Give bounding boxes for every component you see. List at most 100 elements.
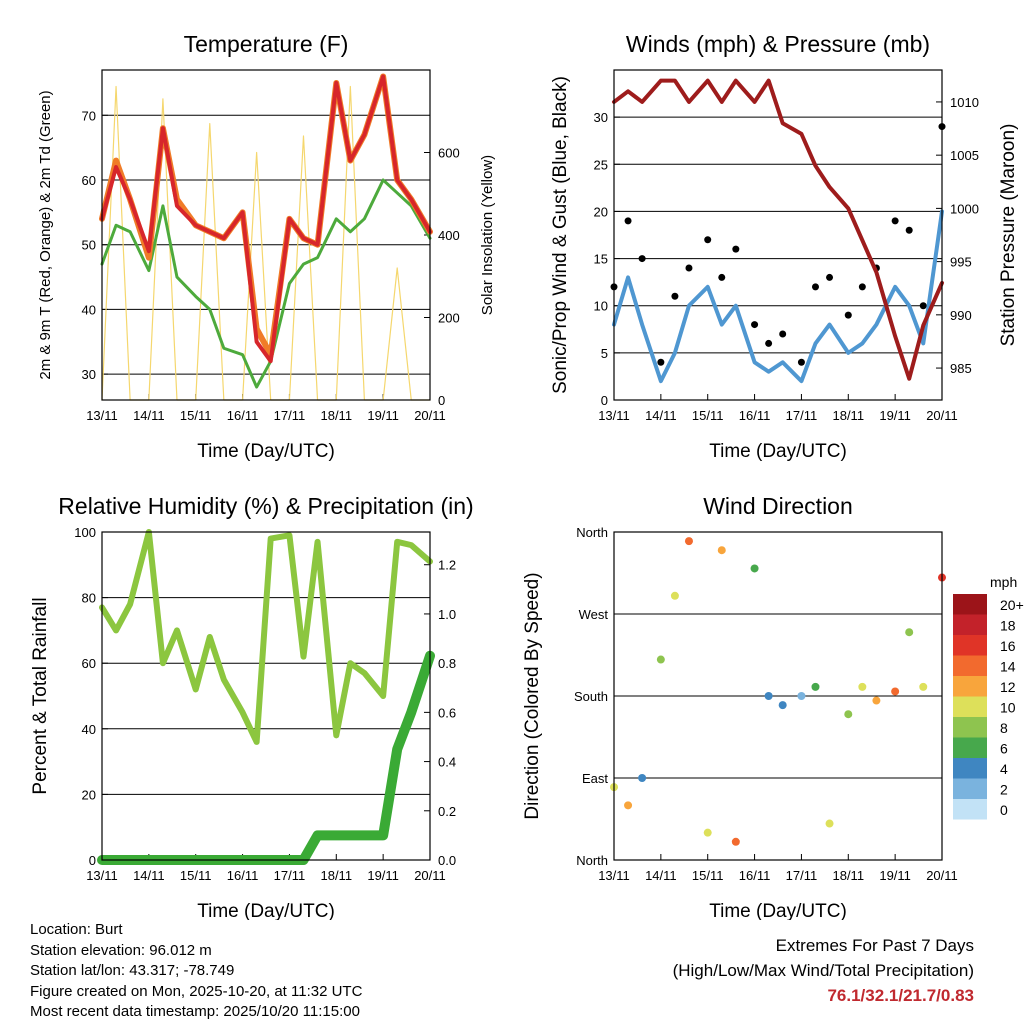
legend-swatch: [953, 655, 987, 676]
y-tick-label: 30: [594, 110, 608, 125]
legend-label: 6: [1000, 741, 1008, 757]
legend-swatch: [953, 676, 987, 697]
x-tick-label: 20/11: [926, 868, 958, 883]
y-right-tick-label: 0.6: [438, 705, 456, 720]
gust-point: [826, 273, 834, 281]
legend-swatch: [953, 778, 987, 799]
x-tick-label: 15/11: [180, 408, 212, 423]
direction-point: [764, 692, 773, 700]
direction-point: [656, 655, 665, 664]
extremes-title: Extremes For Past 7 Days: [775, 936, 974, 955]
direction-point: [919, 682, 928, 691]
x-axis-label: Time (Day/UTC): [197, 441, 335, 462]
y-right-tick-label: 1005: [950, 148, 979, 163]
x-tick-label: 19/11: [879, 868, 911, 883]
gust-point: [905, 226, 913, 234]
panel-title: Relative Humidity (%) & Precipitation (i…: [58, 493, 473, 519]
t2m-series: [100, 74, 432, 364]
panel-title: Winds (mph) & Pressure (mb): [626, 31, 930, 57]
x-tick-label: 19/11: [367, 408, 399, 423]
direction-point: [638, 774, 647, 782]
y-tick-label: West: [579, 607, 609, 622]
y-tick-label: 50: [82, 238, 96, 253]
legend-swatch: [953, 717, 987, 738]
direction-point: [844, 710, 853, 719]
x-tick-label: 16/11: [739, 868, 771, 883]
y-right-tick-label: 1010: [950, 95, 979, 110]
gust-point: [732, 245, 740, 253]
x-tick-label: 16/11: [739, 408, 771, 423]
direction-point: [891, 687, 900, 696]
gust-point: [858, 283, 866, 291]
x-tick-label: 15/11: [692, 868, 724, 883]
extremes-values: 76.1/32.1/21.7/0.83: [827, 986, 974, 1005]
y-right-tick-label: 0.0: [438, 853, 456, 868]
y-right-tick-label: 1.2: [438, 558, 456, 573]
legend-swatch: [953, 696, 987, 717]
x-tick-label: 14/11: [133, 868, 165, 883]
y-right-tick-label: 200: [438, 311, 460, 326]
gust-point: [844, 311, 852, 319]
y-right-axis-label: Solar Insolation (Yellow): [479, 155, 496, 315]
direction-point: [797, 692, 806, 700]
x-tick-label: 15/11: [692, 408, 724, 423]
legend-label: 14: [1000, 659, 1016, 675]
gust-point: [671, 292, 679, 300]
direction-point: [825, 819, 834, 828]
x-tick-label: 19/11: [879, 408, 911, 423]
y-tick-label: 60: [82, 173, 96, 188]
y-right-tick-label: 600: [438, 146, 460, 161]
y-tick-label: 80: [82, 591, 96, 606]
x-tick-label: 13/11: [598, 408, 630, 423]
extremes-summary: Extremes For Past 7 Days (High/Low/Max W…: [673, 933, 974, 1008]
gust-point: [919, 302, 927, 310]
x-tick-label: 17/11: [786, 408, 818, 423]
direction-point: [624, 801, 633, 810]
y-tick-label: 25: [594, 157, 608, 172]
legend-label: 2: [1000, 782, 1008, 798]
x-tick-label: 17/11: [274, 868, 306, 883]
y-right-axis-label: Station Pressure (Maroon): [998, 124, 1019, 347]
x-tick-label: 15/11: [180, 868, 212, 883]
direction-point: [811, 682, 820, 691]
y-tick-label: 100: [74, 525, 96, 540]
y-right-tick-label: 400: [438, 228, 460, 243]
y-right-tick-label: 0.4: [438, 755, 456, 770]
legend-label: 8: [1000, 720, 1008, 736]
precip-series: [97, 650, 435, 865]
x-axis-label: Time (Day/UTC): [709, 901, 847, 920]
legend-swatch: [953, 799, 987, 820]
y-tick-label: 60: [82, 656, 96, 671]
winds-pressure-panel: Winds (mph) & Pressure (mb) 0 5 10 15 20 25 30 9…: [550, 31, 1019, 462]
y-tick-label: 15: [594, 252, 608, 267]
x-tick-label: 17/11: [274, 408, 306, 423]
y-tick-label: 30: [82, 367, 96, 382]
x-tick-label: 14/11: [133, 408, 165, 423]
gust-point: [657, 358, 665, 366]
direction-point: [872, 696, 881, 705]
latlon-text: Station lat/lon: 43.317; -78.749: [30, 962, 235, 979]
legend-label: 20+: [1000, 597, 1024, 613]
created-text: Figure created on Mon, 2025-10-20, at 11…: [30, 982, 363, 1000]
legend-swatch: [953, 614, 987, 635]
x-axis-label: Time (Day/UTC): [709, 441, 847, 462]
x-tick-label: 14/11: [645, 868, 677, 883]
panel-title: Wind Direction: [703, 493, 853, 519]
legend-swatch: [953, 737, 987, 758]
y-right-tick-label: 0: [438, 393, 445, 408]
y-tick-label: 10: [594, 299, 608, 314]
rh-series: [99, 529, 433, 745]
legend-label: 0: [1000, 802, 1008, 818]
figure: Temperature (F)3040506070020040060013/11…: [30, 31, 1024, 920]
direction-point: [778, 701, 787, 710]
gust-point: [685, 264, 693, 272]
y-axis-label: Direction (Colored By Speed): [522, 572, 543, 819]
y-tick-label: North: [576, 853, 608, 868]
x-tick-label: 20/11: [414, 408, 446, 423]
gust-point: [811, 283, 819, 291]
recent-text: Most recent data timestamp: 2025/10/20 1…: [30, 1003, 360, 1020]
temperature-panel: Temperature (F) 30 40 50 60 70 0 200 400 600 13/11…: [37, 31, 496, 462]
gust-point: [718, 273, 726, 281]
td2m-series: [100, 178, 432, 389]
x-tick-label: 19/11: [367, 868, 399, 883]
